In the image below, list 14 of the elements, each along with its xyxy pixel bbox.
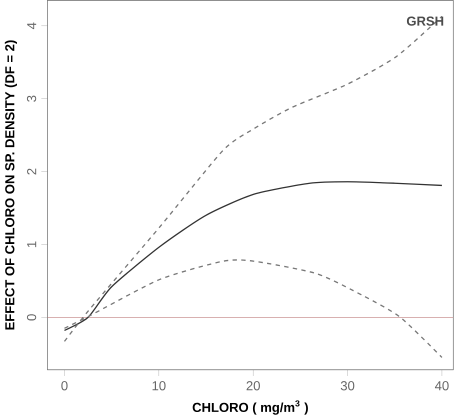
y-tick-label: 2 (27, 168, 36, 175)
x-tick-label: 20 (246, 381, 260, 391)
y-tick-label: 3 (26, 96, 36, 102)
x-tick-label: 30 (340, 381, 354, 391)
x-tick-label: 10 (152, 381, 166, 391)
annotation: GRSH (406, 16, 444, 26)
y-tick-label: 4 (27, 22, 36, 30)
y-axis-title: EFFECT OF CHLORO ON SP. DENSITY (DF = 2) (4, 40, 17, 330)
line-series (64, 181, 443, 332)
y-tick-label: 0 (26, 314, 36, 321)
x-tick-label: 0 (61, 381, 68, 391)
x-tick-label: 40 (434, 381, 449, 391)
y-tick-label: 1 (27, 242, 36, 248)
x-axis-title: CHLORO ( mg/m$^{3}$ ) (192, 400, 308, 415)
